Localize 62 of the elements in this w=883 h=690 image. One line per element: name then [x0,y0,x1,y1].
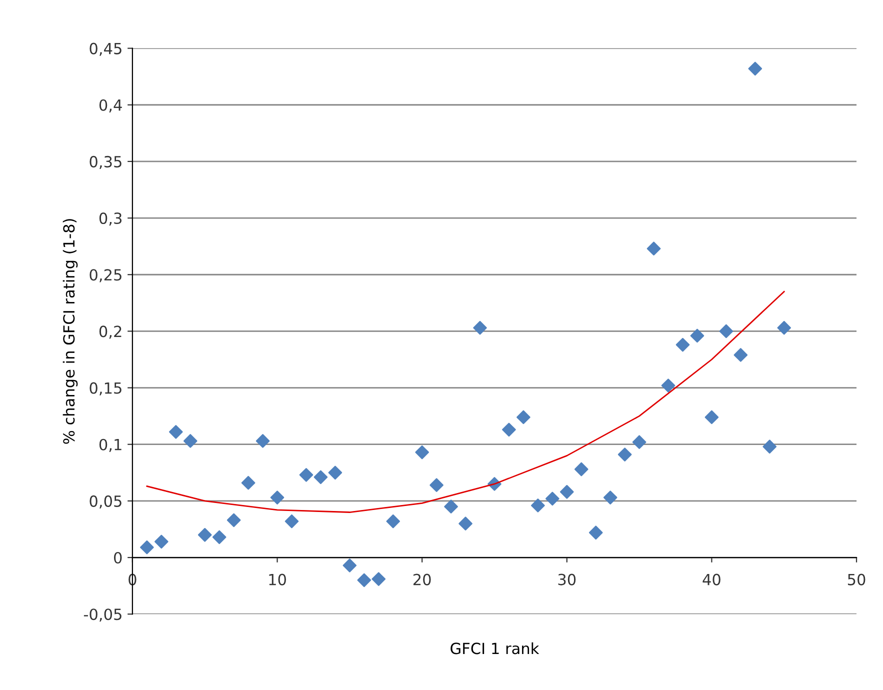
point [603,490,618,504]
point [502,422,516,437]
y-tick-label: 0,25 [90,269,122,282]
x-tick-label: 10 [269,574,286,586]
point [777,320,792,335]
y-tick-label: 0,2 [99,326,122,339]
point [342,558,357,572]
point [574,462,588,476]
y-tick-label: 0 [114,552,122,564]
y-tick-label: 0,4 [99,99,122,112]
line-series [146,290,785,513]
point [588,526,603,540]
point [386,514,400,528]
point [676,338,690,352]
point [270,490,284,504]
point [748,62,762,76]
point [357,573,372,588]
point [226,513,241,528]
point [328,466,342,480]
y-tick-label: -0,05 [84,608,122,622]
point [704,410,719,424]
point [415,445,429,460]
x-tick-label: 20 [413,574,431,586]
y-tick-label: 0,05 [90,495,122,509]
point [444,500,458,514]
point [560,484,574,499]
point [241,476,256,490]
point [531,498,545,512]
y-tick-label: 0,35 [90,156,122,170]
point [516,410,530,424]
point [618,448,632,462]
point [256,434,270,448]
point [212,530,226,544]
point [632,435,646,450]
point [661,378,676,392]
y-tick-label: 0,45 [90,42,122,56]
y-axis-title: % change in GFCI rating (1-8) [62,219,78,444]
point [473,320,487,335]
point [690,328,704,343]
x-axis-title: GFCI 1 rank [450,642,540,654]
point [140,540,154,554]
point [183,434,198,448]
point [299,468,314,482]
point [198,528,212,542]
x-tick-label: 40 [702,574,720,586]
point [546,492,560,506]
y-tick-label: 0,15 [90,382,122,396]
point [154,534,168,549]
point [168,425,183,439]
point [719,324,734,338]
x-tick-label: 50 [848,574,866,586]
x-tick-label: 30 [558,574,576,586]
point [458,516,472,530]
y-tick-label: 0,3 [99,212,122,226]
point [734,348,748,362]
point [314,470,328,484]
point [284,514,299,528]
point [646,242,661,256]
point [762,440,777,454]
y-tick-label: 0,1 [99,438,122,452]
point [430,478,444,492]
point [372,572,386,586]
